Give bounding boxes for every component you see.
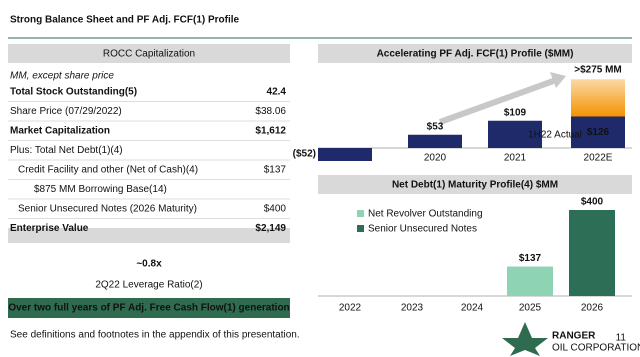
table-note: MM, except share price [10, 71, 114, 82]
footnote: See definitions and footnotes in the app… [10, 330, 300, 341]
x-tick-label: 2020 [424, 153, 447, 164]
data-label: ($52) [293, 149, 316, 160]
banner: Over two full years of PF Adj. Free Cash… [8, 303, 289, 314]
logo-name: RANGER [552, 331, 596, 342]
row-value: $137 [264, 165, 287, 176]
bar [488, 120, 542, 148]
chart2-header-bg [318, 175, 632, 194]
total-row-bg [8, 228, 290, 243]
x-tick-label: 2024 [461, 303, 484, 314]
x-tick-label: 2022E [584, 153, 613, 164]
row-label: Enterprise Value [10, 223, 89, 234]
table-title: ROCC Capitalization [103, 49, 195, 60]
row-label: Total Stock Outstanding(5) [10, 87, 137, 98]
slide-title: Strong Balance Sheet and PF Adj. FCF(1) … [10, 15, 240, 26]
row-label: Share Price (07/29/2022) [10, 106, 122, 117]
annotation: 1H22 Actual [528, 130, 582, 141]
legend-swatch [357, 210, 364, 217]
row-value: $1,612 [255, 126, 286, 137]
leverage-label: 2Q22 Leverage Ratio(2) [95, 280, 202, 291]
chart-title: Net Debt(1) Maturity Profile(4) $MM [392, 180, 558, 191]
row-label: Credit Facility and other (Net of Cash)(… [18, 165, 198, 176]
table-header-bg [8, 44, 290, 63]
row-value: $2,149 [255, 223, 286, 234]
chart-title: Accelerating PF Adj. FCF(1) Profile ($MM… [377, 49, 574, 60]
data-label: $126 [587, 127, 610, 138]
x-tick-label: 2022 [339, 303, 362, 314]
data-label: $137 [519, 253, 542, 264]
data-label: $400 [581, 197, 604, 208]
x-tick-label: 2023 [401, 303, 424, 314]
data-label: $109 [504, 107, 527, 118]
bar [571, 79, 625, 117]
x-tick-label: 2025 [519, 303, 542, 314]
row-label: $875 MM Borrowing Base(14) [34, 184, 167, 195]
banner-bg [8, 298, 290, 318]
x-tick-label: 2026 [581, 303, 604, 314]
row-value: $38.06 [255, 106, 286, 117]
x-tick-label: 2021 [504, 153, 527, 164]
logo-star [502, 322, 548, 356]
trend-arrow-head [550, 72, 566, 88]
row-label: Market Capitalization [10, 126, 110, 137]
data-label: $53 [427, 121, 444, 132]
page-number: 11 [616, 333, 627, 344]
logo-sub: OIL CORPORATION [552, 343, 640, 354]
leverage-value: ~0.8x [136, 259, 162, 270]
bar [507, 266, 553, 296]
bar [408, 134, 462, 148]
legend-label: Net Revolver Outstanding [368, 209, 483, 220]
row-label: Plus: Total Net Debt(1)(4) [10, 145, 123, 156]
total-label: >$275 MM [574, 65, 622, 76]
bar [569, 210, 615, 296]
bar [571, 116, 625, 148]
row-value: 42.4 [267, 87, 287, 98]
bar [318, 148, 372, 161]
row-value: $400 [264, 204, 287, 215]
legend-label: Senior Unsecured Notes [368, 224, 477, 235]
legend-swatch [357, 225, 364, 232]
trend-arrow [438, 77, 558, 125]
row-label: Senior Unsecured Notes (2026 Maturity) [18, 204, 197, 215]
chart1-header-bg [318, 44, 632, 63]
